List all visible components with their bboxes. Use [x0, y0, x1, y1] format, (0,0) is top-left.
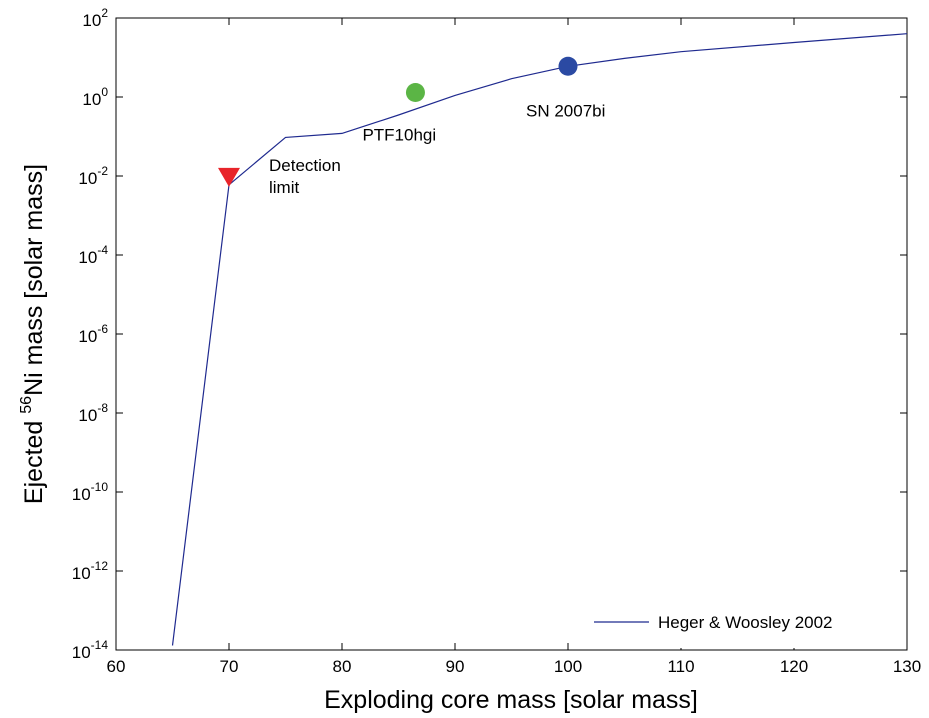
plot-frame — [115, 17, 908, 651]
marker-circle — [558, 56, 578, 76]
x-tick-label: 60 — [107, 657, 126, 676]
x-tick-label: 90 — [446, 657, 465, 676]
ticks: 60 70 80 90 100 110 120 130 10-14 10-12 10-10 10-8 1… — [72, 6, 921, 676]
marker-circle — [405, 82, 425, 102]
x-tick-label: 80 — [333, 657, 352, 676]
y-tick-label: 10-14 — [72, 638, 109, 662]
y-axis-label: Ejected 56Ni mass [solar mass] — [18, 164, 48, 504]
x-tick-label: 110 — [667, 657, 694, 676]
annotation-label: limit — [269, 178, 299, 197]
y-tick-label: 10-6 — [78, 322, 108, 346]
series-layer — [171, 33, 908, 646]
x-tick-label: 70 — [220, 657, 239, 676]
marker-layer: Detection limit PTF10hgi SN 2007bi — [218, 56, 605, 197]
marker-triangle-down — [218, 167, 240, 187]
y-tick-label: 10-4 — [78, 243, 108, 267]
annotation-label: Detection — [269, 156, 341, 175]
y-tick-label: 10-8 — [78, 401, 108, 425]
x-tick-label: 100 — [554, 657, 582, 676]
series-line — [171, 33, 908, 646]
y-tick-label: 102 — [82, 6, 108, 30]
legend: Heger & Woosley 2002 — [585, 604, 905, 648]
y-tick-label: 10-2 — [78, 164, 108, 188]
annotation-label: SN 2007bi — [526, 101, 605, 120]
x-tick-label: 120 — [780, 657, 808, 676]
legend-label: Heger & Woosley 2002 — [658, 613, 833, 632]
y-tick-label: 10-10 — [72, 480, 109, 504]
legend-box — [585, 604, 905, 648]
x-axis-label: Exploding core mass [solar mass] — [324, 686, 698, 714]
annotation-label: PTF10hgi — [362, 125, 436, 144]
y-tick-label: 10-12 — [72, 559, 109, 583]
x-tick-label: 130 — [893, 657, 921, 676]
y-tick-label: 100 — [82, 85, 108, 109]
